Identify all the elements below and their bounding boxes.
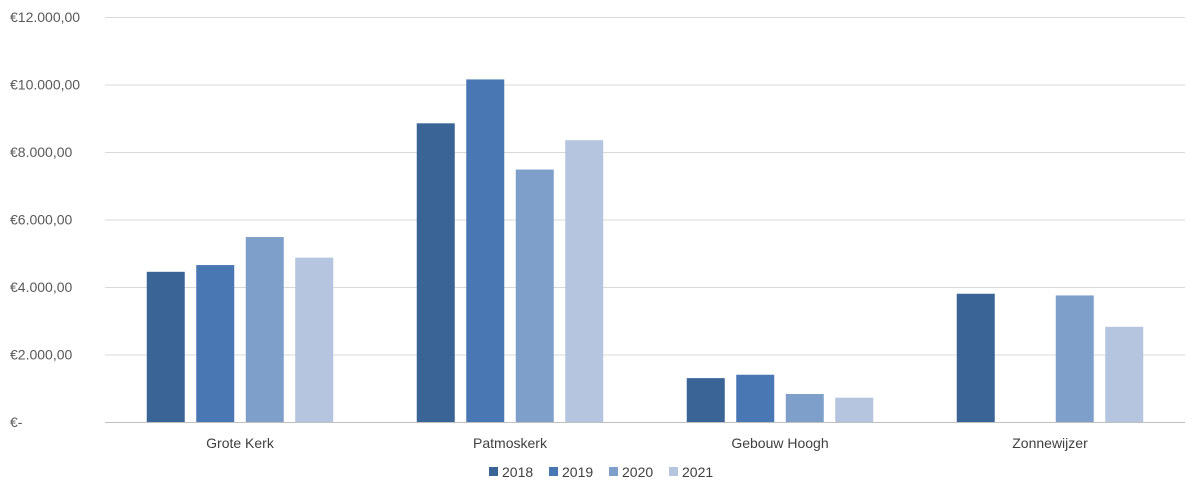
legend-label: 2018 <box>502 464 533 480</box>
bar-2018-0 <box>146 271 185 422</box>
y-tick-label: €12.000,00 <box>10 9 80 25</box>
legend-swatch-2021 <box>669 467 678 476</box>
bar-2019-0 <box>196 265 235 422</box>
y-tick-label: €- <box>10 414 23 430</box>
bar-2021-3 <box>1105 326 1144 422</box>
bar-2019-1 <box>466 79 505 422</box>
legend-swatch-2018 <box>489 467 498 476</box>
y-tick-label: €6.000,00 <box>10 212 72 228</box>
category-label: Zonnewijzer <box>1012 435 1088 451</box>
bar-2018-3 <box>956 293 995 422</box>
category-label: Grote Kerk <box>206 435 275 451</box>
bar-2019-2 <box>736 374 775 422</box>
bar-2020-1 <box>515 169 554 422</box>
bar-2021-0 <box>295 257 334 422</box>
bar-2021-2 <box>835 397 874 422</box>
legend-label: 2021 <box>682 464 713 480</box>
y-tick-label: €2.000,00 <box>10 347 72 363</box>
bar-2018-1 <box>416 123 455 422</box>
category-label: Gebouw Hoogh <box>731 435 828 451</box>
legend-label: 2019 <box>562 464 593 480</box>
legend-swatch-2020 <box>609 467 618 476</box>
bar-2021-1 <box>565 140 604 422</box>
y-tick-label: €4.000,00 <box>10 279 72 295</box>
bar-2020-2 <box>785 393 824 422</box>
gridlines <box>105 17 1185 356</box>
y-tick-label: €10.000,00 <box>10 77 80 93</box>
legend: 2018 2019 2020 2021 <box>489 464 713 480</box>
legend-label: 2020 <box>622 464 653 480</box>
bar-2020-3 <box>1055 295 1094 422</box>
y-tick-label: €8.000,00 <box>10 144 72 160</box>
bars <box>146 79 1144 422</box>
legend-swatch-2019 <box>549 467 558 476</box>
bar-2018-2 <box>686 378 725 422</box>
y-axis-tick-labels: €- €2.000,00 €4.000,00 €6.000,00 €8.000,00 €1… <box>10 9 80 430</box>
category-label: Patmoskerk <box>473 435 548 451</box>
bar-2020-0 <box>245 237 284 422</box>
category-labels: Grote Kerk Patmoskerk Gebouw Hoogh Zonnewij… <box>206 435 1088 451</box>
